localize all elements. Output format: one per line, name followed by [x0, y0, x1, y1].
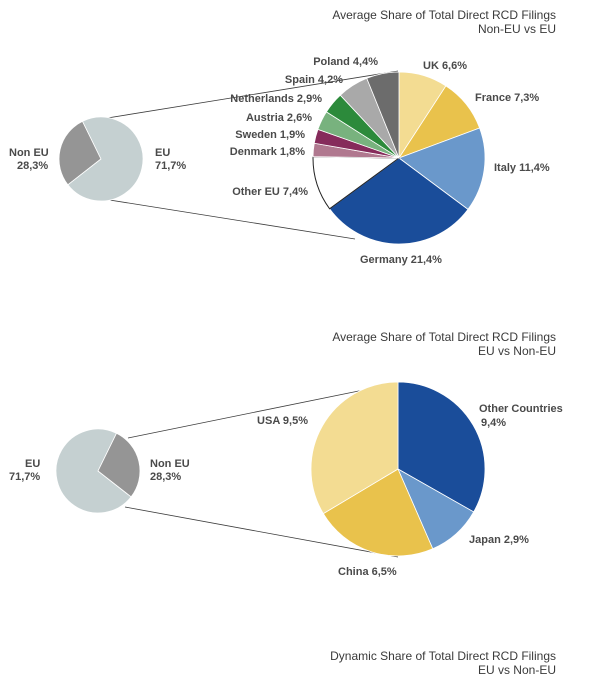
chart-3: Dynamic Share of Total Direct RCD Filing…	[330, 649, 556, 677]
detail-pie	[312, 71, 486, 245]
label-non-eu: Non EU	[150, 458, 190, 470]
label-eu: EU	[25, 458, 40, 470]
pie-slice-non-eu	[97, 432, 141, 498]
pie-slice-usa-9-5	[310, 381, 399, 515]
label-other-countries: Other Countries	[479, 403, 563, 415]
chart-3-title: Dynamic Share of Total Direct RCD Filing…	[330, 649, 556, 663]
pie-slice-germany-21-4	[329, 157, 469, 245]
pie-slice-poland-4-4	[366, 71, 400, 159]
label-poland: Poland 4,4%	[313, 56, 378, 68]
connector-line-bottom	[96, 197, 356, 240]
overview-pie	[58, 116, 144, 202]
label-germany: Germany 21,4%	[360, 254, 442, 266]
label-italy: Italy 11,4%	[494, 162, 550, 174]
value-non-eu: 28,3%	[17, 160, 48, 172]
label-uk: UK 6,6%	[423, 60, 467, 72]
label-other-eu: Other EU 7,4%	[232, 186, 308, 198]
chart-3-subtitle: EU vs Non-EU	[478, 663, 556, 677]
pie-slice-eu	[55, 428, 132, 514]
label-china: China 6,5%	[338, 566, 397, 578]
pie-slice-eu	[67, 116, 144, 202]
chart-2: Average Share of Total Direct RCD Filing…	[9, 330, 563, 578]
pie-slice-china-6-5	[322, 468, 434, 557]
label-denmark: Denmark 1,8%	[230, 146, 305, 158]
pie-slice-italy-11-4	[398, 127, 486, 210]
label-non-eu: Non EU	[9, 147, 49, 159]
label-spain: Spain 4,2%	[285, 74, 343, 86]
value-non-eu: 28,3%	[150, 471, 181, 483]
label-sweden: Sweden 1,9%	[235, 129, 305, 141]
label-france: France 7,3%	[475, 92, 539, 104]
value-eu: 71,7%	[155, 160, 186, 172]
value-eu: 71,7%	[9, 471, 40, 483]
overview-pie	[55, 428, 141, 514]
chart-2-subtitle: EU vs Non-EU	[478, 344, 556, 358]
label-austria: Austria 2,6%	[246, 112, 312, 124]
detail-pie	[310, 381, 486, 557]
value-other-countries: 9,4%	[481, 417, 506, 429]
label-usa: USA 9,5%	[257, 415, 308, 427]
chart-1: Average Share of Total Direct RCD Filing…	[9, 8, 556, 266]
chart-2-title: Average Share of Total Direct RCD Filing…	[332, 330, 556, 344]
chart-1-subtitle: Non-EU vs EU	[478, 22, 556, 36]
connector-line-top	[127, 382, 399, 439]
connector-line-bottom	[124, 506, 399, 558]
pie-slice-non-eu	[58, 120, 102, 186]
pie-slice-other-countries	[397, 381, 486, 513]
label-netherlands: Netherlands 2,9%	[230, 93, 322, 105]
connector-line-top	[94, 70, 399, 121]
label-japan: Japan 2,9%	[469, 534, 529, 546]
chart-1-title: Average Share of Total Direct RCD Filing…	[332, 8, 556, 22]
label-eu: EU	[155, 147, 170, 159]
